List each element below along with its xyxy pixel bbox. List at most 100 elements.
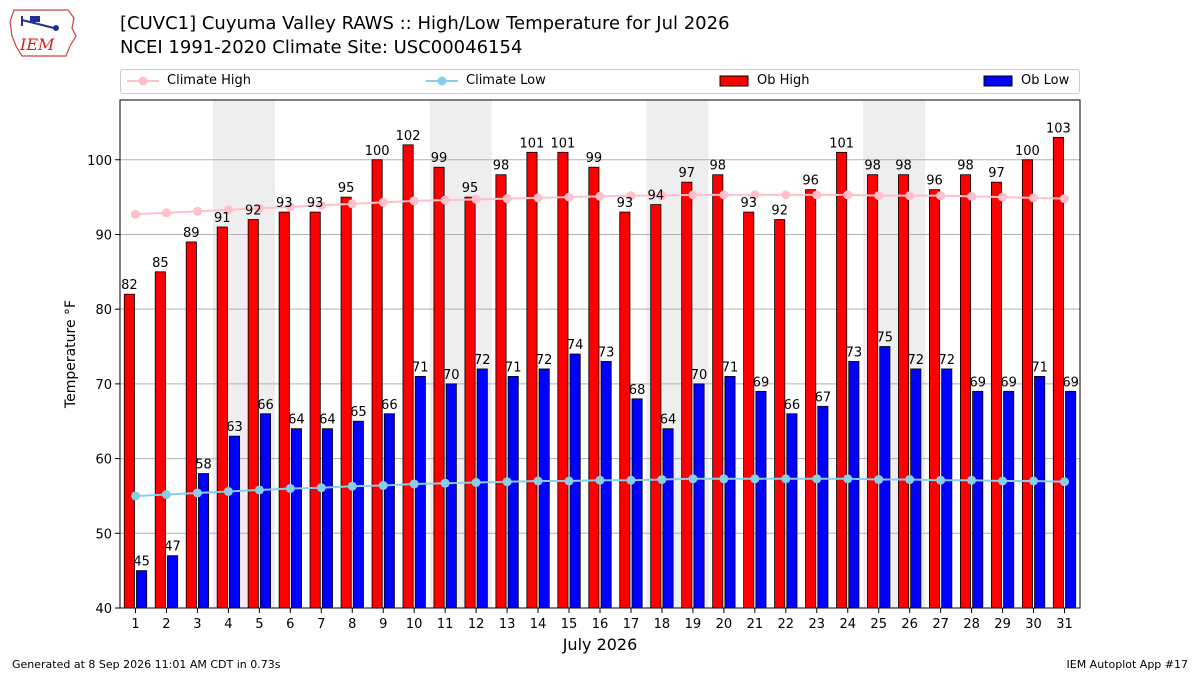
legend-ob-low: Ob Low	[983, 73, 1069, 88]
ob-high-label-6: 93	[276, 196, 293, 211]
climate-high-point-16	[595, 191, 605, 201]
xtick-label-13: 13	[499, 617, 516, 632]
xtick-label-6: 6	[286, 617, 294, 632]
ob-high-swatch-icon	[719, 75, 749, 86]
ob-low-bar-26	[910, 368, 922, 609]
climate-low-point-29	[998, 476, 1008, 486]
xtick-label-7: 7	[317, 617, 325, 632]
ob-low-bar-21	[755, 390, 767, 609]
xtick-label-8: 8	[348, 617, 356, 632]
xtick-label-25: 25	[870, 617, 887, 632]
climate-low-point-3	[192, 488, 202, 498]
climate-low-point-8	[347, 481, 357, 491]
ob-high-bar-3	[185, 241, 197, 609]
climate-low-point-24	[843, 474, 853, 484]
ob-low-label-6: 64	[288, 413, 305, 428]
ob-low-bar-11	[445, 383, 457, 609]
climate-high-point-4	[223, 205, 233, 215]
xtick-label-4: 4	[224, 617, 232, 632]
climate-low-point-23	[812, 474, 822, 484]
climate-high-point-31	[1060, 194, 1070, 204]
ob-low-bar-18	[662, 428, 674, 609]
ob-low-bar-14	[538, 368, 550, 609]
ytick-label-80: 80	[95, 303, 112, 318]
ob-high-bar-27	[929, 189, 941, 609]
ob-low-bar-5	[259, 413, 271, 609]
climate-high-point-13	[502, 194, 512, 204]
ob-low-bar-16	[600, 361, 612, 609]
climate-low-point-6	[285, 483, 295, 493]
ob-high-label-12: 95	[462, 181, 479, 196]
iem-logo: IEM	[8, 6, 80, 62]
ob-high-label-5: 92	[245, 204, 262, 219]
climate-high-swatch-icon	[127, 76, 159, 85]
xtick-label-26: 26	[901, 617, 918, 632]
ob-high-label-7: 93	[307, 196, 324, 211]
climate-low-point-22	[781, 474, 791, 484]
climate-high-point-23	[812, 190, 822, 200]
xtick-label-15: 15	[561, 617, 578, 632]
climate-low-point-26	[905, 475, 915, 485]
climate-low-swatch-icon	[426, 76, 458, 85]
legend-climate-low: Climate Low	[426, 73, 546, 88]
climate-high-point-26	[905, 191, 915, 201]
ob-low-label-2: 47	[164, 540, 181, 555]
ob-low-label-14: 72	[536, 353, 553, 368]
xtick-label-11: 11	[437, 617, 454, 632]
ob-low-label-3: 58	[195, 458, 212, 473]
ob-high-label-29: 97	[988, 166, 1005, 181]
climate-high-point-5	[254, 203, 264, 213]
climate-low-point-25	[874, 475, 884, 485]
ytick-label-90: 90	[95, 228, 112, 243]
climate-low-point-28	[967, 475, 977, 485]
legend-climate-high-label: Climate High	[167, 73, 252, 88]
ob-low-label-21: 69	[753, 375, 770, 390]
ob-low-label-13: 71	[505, 360, 522, 375]
app-credit: IEM Autoplot App #17	[1066, 658, 1189, 671]
ytick-label-50: 50	[95, 527, 112, 542]
ob-high-label-4: 91	[214, 211, 231, 226]
ob-high-bar-28	[959, 174, 972, 609]
ob-high-label-11: 99	[431, 151, 448, 166]
ob-high-bar-26	[898, 174, 910, 609]
climate-high-point-24	[843, 190, 853, 200]
ob-high-bar-7	[309, 211, 321, 609]
ob-high-bar-13	[495, 174, 507, 609]
legend: Climate High Climate Low Ob High Ob Low	[120, 69, 1080, 94]
ob-low-label-19: 70	[691, 368, 708, 383]
xtick-label-1: 1	[131, 617, 139, 632]
ytick-label-40: 40	[95, 602, 112, 617]
ob-low-label-12: 72	[474, 353, 491, 368]
xtick-label-14: 14	[530, 617, 547, 632]
ob-low-label-8: 65	[350, 405, 367, 420]
climate-high-point-20	[719, 190, 729, 200]
climate-low-point-15	[564, 476, 574, 486]
ytick-label-60: 60	[95, 453, 112, 468]
legend-climate-high: Climate High	[127, 73, 251, 88]
ob-high-label-13: 98	[493, 159, 510, 174]
ob-high-label-1: 82	[121, 278, 138, 293]
xtick-label-17: 17	[623, 617, 640, 632]
ob-high-bar-12	[464, 196, 476, 609]
xtick-label-30: 30	[1025, 617, 1042, 632]
ob-low-bar-12	[476, 368, 488, 609]
ob-low-bar-24	[848, 361, 860, 609]
ob-low-label-5: 66	[257, 398, 274, 413]
climate-low-point-13	[502, 477, 512, 487]
ob-low-bar-22	[786, 413, 798, 609]
ob-high-bar-31	[1052, 136, 1064, 609]
ob-low-bar-31	[1065, 390, 1077, 609]
climate-high-point-21	[750, 190, 760, 200]
ob-high-label-8: 95	[338, 181, 355, 196]
xtick-label-24: 24	[839, 617, 856, 632]
xtick-label-16: 16	[592, 617, 609, 632]
ob-low-bar-27	[941, 368, 953, 609]
legend-ob-high-label: Ob High	[757, 73, 810, 88]
xtick-label-29: 29	[994, 617, 1011, 632]
ob-high-label-16: 99	[586, 151, 603, 166]
ob-low-bar-30	[1034, 376, 1046, 609]
climate-high-point-12	[471, 194, 481, 204]
ob-low-label-22: 66	[784, 398, 801, 413]
climate-high-point-9	[378, 197, 388, 207]
ob-high-bar-17	[619, 211, 631, 609]
